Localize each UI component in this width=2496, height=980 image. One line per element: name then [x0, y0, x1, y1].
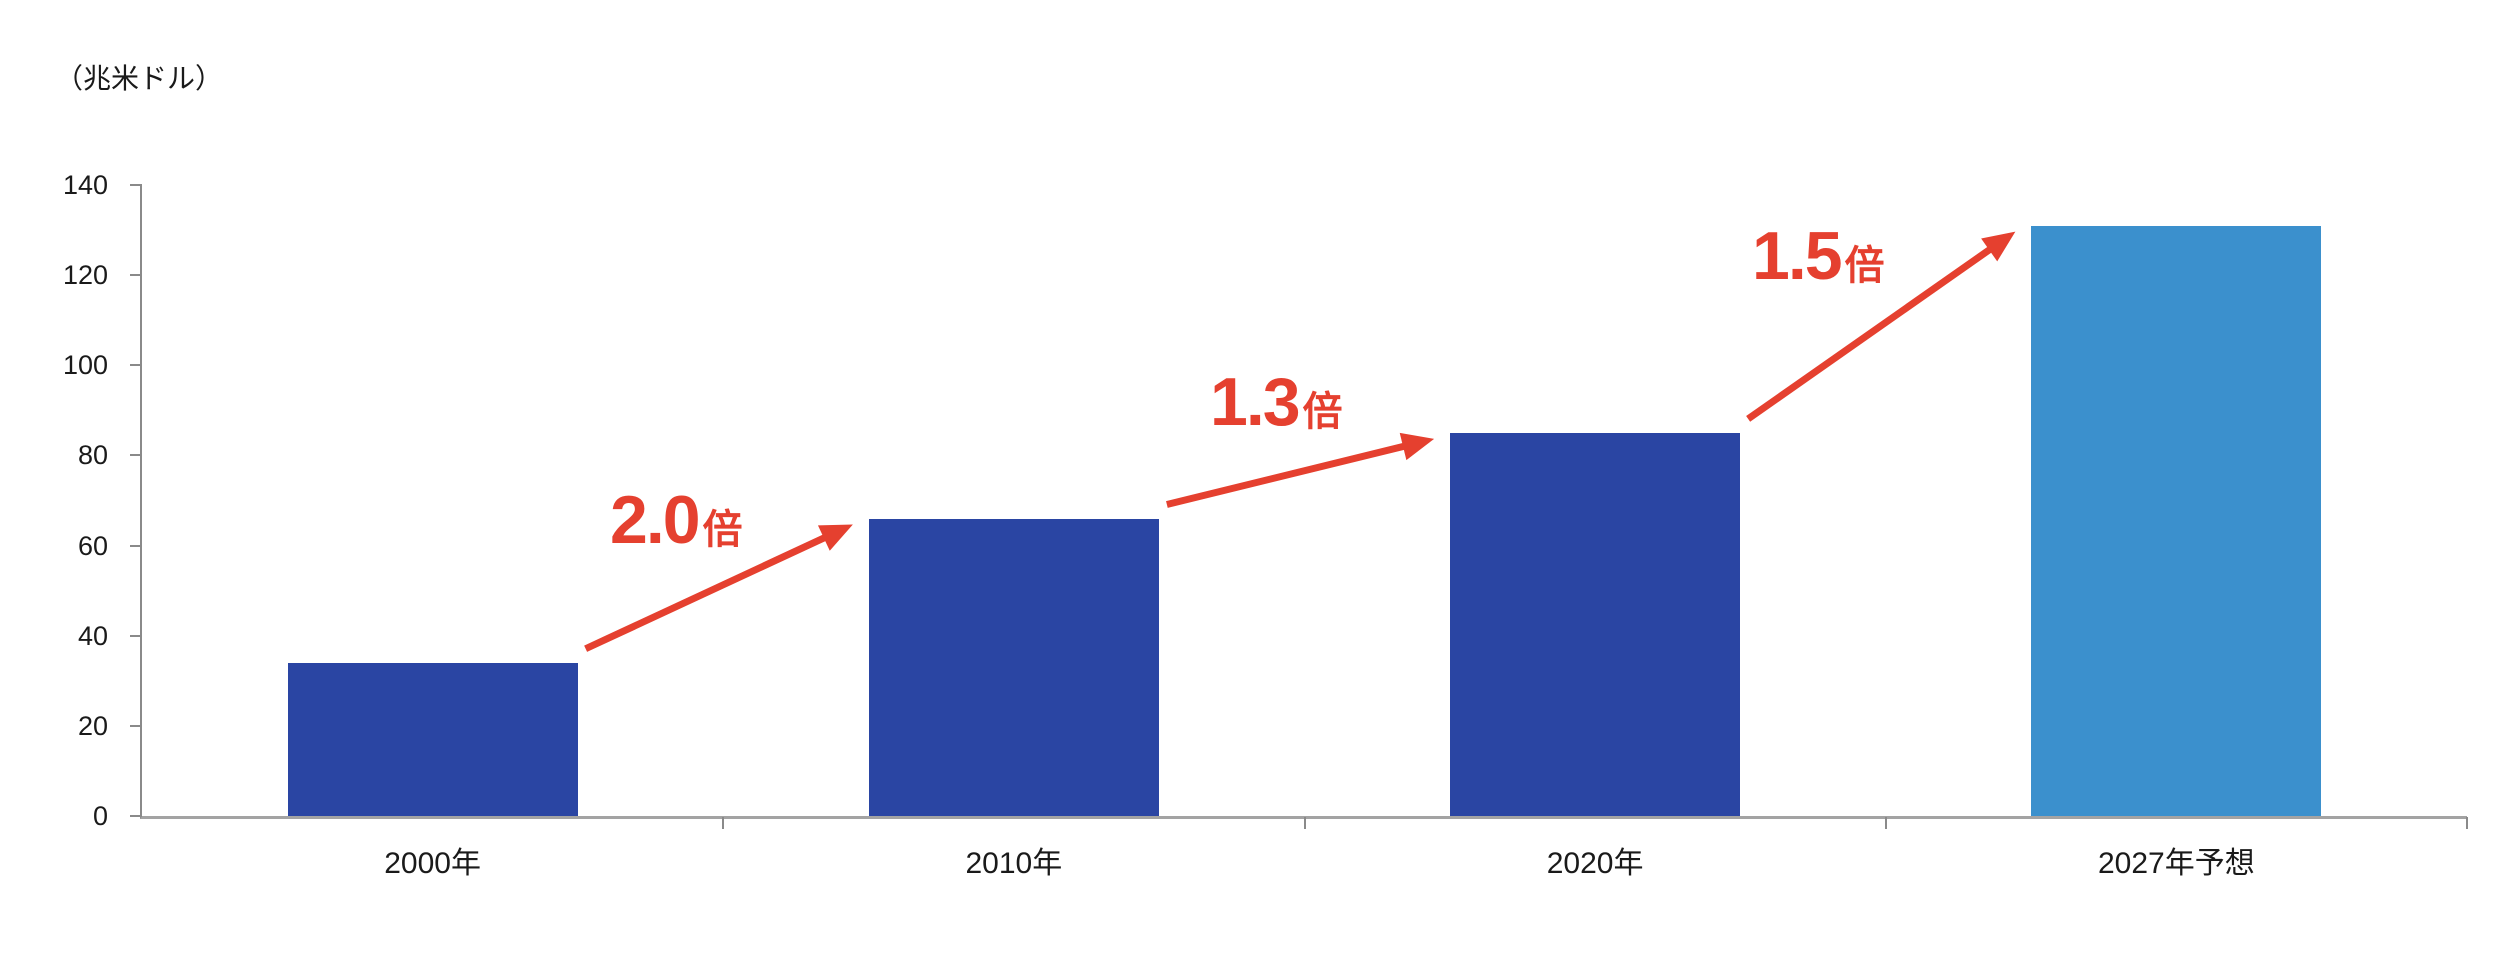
growth-multiplier-unit: 倍: [1302, 390, 1343, 434]
y-axis-tick: [130, 364, 142, 367]
y-axis-tick-label: 0: [92, 801, 108, 831]
x-axis-tick: [722, 817, 725, 829]
bar-2027年予想: [2031, 225, 2322, 816]
growth-multiplier-value: 2.0: [610, 482, 701, 558]
bar-2020年: [1450, 432, 1741, 816]
x-axis-tick: [1303, 817, 1306, 829]
y-axis-tick-label: 60: [77, 530, 108, 561]
x-axis-tick: [2466, 817, 2468, 829]
y-axis-tick-label: 100: [62, 350, 108, 381]
bar-2000年: [287, 662, 578, 816]
x-axis-label: 2020年: [1546, 847, 1644, 880]
growth-annotation-2010-2020: 1.3 倍: [1210, 368, 1343, 436]
y-axis-tick: [130, 274, 142, 277]
y-axis-tick-label: 40: [77, 620, 108, 651]
y-axis-tick-label: 120: [62, 260, 108, 291]
y-axis-tick-label: 20: [77, 710, 108, 741]
y-axis-tick: [130, 544, 142, 547]
growth-multiplier-unit: 倍: [702, 508, 743, 552]
y-axis-tick: [130, 634, 142, 637]
x-axis-label: 2000年: [384, 847, 481, 880]
y-axis-unit-label: （兆米ドル）: [55, 63, 224, 94]
growth-multiplier-value: 1.3: [1210, 364, 1301, 440]
x-axis-label: 2027年予想: [2098, 847, 2255, 880]
x-axis-label: 2010年: [965, 847, 1063, 880]
growth-multiplier-unit: 倍: [1844, 244, 1885, 288]
y-axis-tick: [130, 454, 142, 457]
x-axis-tick: [1884, 817, 1887, 829]
y-axis-tick: [130, 184, 142, 186]
y-axis-tick: [130, 724, 142, 727]
bar-2010年: [868, 518, 1159, 816]
y-axis-tick-label: 140: [62, 170, 108, 200]
growth-multiplier-value: 1.5: [1752, 218, 1843, 294]
y-axis-tick: [130, 815, 142, 817]
growth-annotation-2020-2027: 1.5 倍: [1752, 222, 1885, 290]
growth-annotation-2000-2010: 2.0 倍: [610, 486, 743, 554]
plot-area: 0 20 40 60 80 100 120 140 2000年 2010年 2020年 2027年予想: [63, 171, 2468, 880]
y-axis-tick-label: 80: [77, 440, 108, 471]
